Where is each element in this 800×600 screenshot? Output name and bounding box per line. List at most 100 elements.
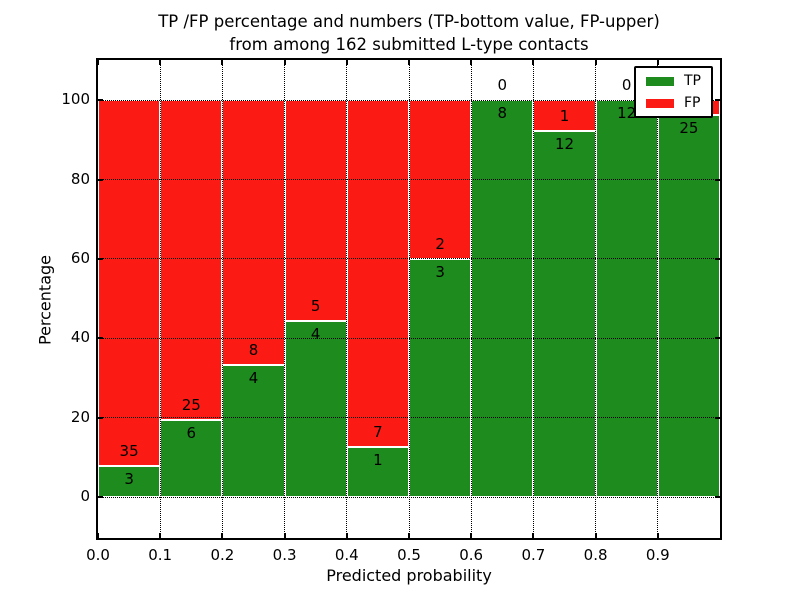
tp-count-label-3: 4 bbox=[310, 324, 321, 343]
tick-mark bbox=[715, 416, 720, 419]
tick-mark bbox=[656, 60, 659, 65]
fp-count-label-0: 35 bbox=[119, 441, 139, 460]
tick-mark bbox=[97, 60, 99, 65]
x-tick-label: 0.5 bbox=[397, 546, 421, 564]
bar-fp-segment-0 bbox=[98, 100, 161, 466]
y-tick-label: 100 bbox=[61, 90, 90, 109]
tick-mark bbox=[98, 257, 103, 260]
tick-mark bbox=[715, 496, 720, 499]
fp-count-label-3: 5 bbox=[310, 296, 321, 315]
legend-swatch-tp bbox=[646, 76, 674, 86]
bar-tp-segment-7 bbox=[533, 130, 596, 498]
grid-line-x bbox=[532, 60, 534, 538]
tp-count-label-0: 3 bbox=[124, 469, 134, 488]
tick-mark bbox=[715, 337, 720, 340]
legend-entry-fp: FP bbox=[646, 96, 701, 110]
x-tick-label: 0.7 bbox=[521, 546, 546, 564]
x-tick-label: 0.6 bbox=[459, 546, 484, 564]
tick-mark bbox=[283, 60, 286, 65]
fp-count-label-4: 7 bbox=[373, 423, 383, 442]
tick-mark bbox=[98, 496, 103, 499]
legend-swatch-fp bbox=[646, 98, 674, 108]
bar-fp-segment-2 bbox=[222, 100, 285, 365]
grid-line-x bbox=[657, 60, 659, 538]
tick-mark bbox=[470, 60, 473, 65]
chart-title-line2: from among 162 submitted L-type contacts bbox=[229, 35, 589, 54]
bar-tp-segment-2 bbox=[222, 364, 285, 498]
x-axis-label: Predicted probability bbox=[326, 566, 492, 585]
chart-title: TP /FP percentage and numbers (TP-bottom… bbox=[96, 10, 722, 56]
bar-fp-segment-3 bbox=[284, 100, 347, 321]
x-tick-label: 0.2 bbox=[210, 546, 235, 564]
tick-mark bbox=[532, 533, 535, 538]
tp-count-label-5: 3 bbox=[435, 262, 445, 281]
tick-mark bbox=[408, 60, 410, 65]
bar-tp-segment-9 bbox=[657, 115, 720, 498]
fp-count-label-6: 0 bbox=[497, 76, 508, 95]
y-tick-label: 60 bbox=[70, 248, 90, 267]
legend-label-fp: FP bbox=[684, 95, 701, 111]
tick-mark bbox=[715, 257, 720, 260]
tick-mark bbox=[283, 533, 286, 538]
y-tick-label: 80 bbox=[70, 169, 90, 188]
bar-fp-segment-1 bbox=[160, 100, 223, 421]
tick-mark bbox=[159, 60, 162, 65]
grid-line-x bbox=[470, 60, 472, 538]
legend: TP FP bbox=[634, 66, 713, 118]
tick-mark bbox=[221, 533, 224, 538]
tick-mark bbox=[98, 99, 103, 102]
tp-count-label-2: 4 bbox=[248, 368, 259, 387]
x-tick-label: 0.0 bbox=[86, 546, 110, 564]
tick-mark bbox=[345, 533, 348, 538]
tick-mark bbox=[159, 533, 162, 538]
tick-mark bbox=[345, 60, 348, 65]
chart-title-line1: TP /FP percentage and numbers (TP-bottom… bbox=[158, 12, 660, 31]
bar-tp-segment-5 bbox=[409, 258, 472, 498]
tick-mark bbox=[656, 533, 659, 538]
tp-count-label-6: 8 bbox=[497, 104, 508, 123]
grid-line-x bbox=[346, 60, 348, 538]
y-tick-label: 20 bbox=[70, 407, 90, 426]
tp-count-label-7: 12 bbox=[554, 134, 575, 153]
x-tick-label: 0.9 bbox=[645, 546, 670, 564]
tp-count-label-1: 6 bbox=[186, 424, 197, 443]
tick-mark bbox=[98, 337, 103, 340]
x-tick-label: 0.1 bbox=[148, 546, 173, 564]
tick-mark bbox=[97, 533, 99, 538]
bar-tp-segment-6 bbox=[471, 100, 534, 498]
tick-mark bbox=[715, 178, 720, 181]
tick-mark bbox=[594, 533, 597, 538]
tick-mark bbox=[594, 60, 597, 65]
fp-count-label-1: 25 bbox=[181, 396, 201, 415]
bar-tp-segment-3 bbox=[284, 320, 347, 498]
x-tick-label: 0.8 bbox=[583, 546, 608, 564]
fp-count-label-5: 2 bbox=[435, 234, 445, 253]
y-tick-label: 40 bbox=[70, 328, 90, 347]
grid-line-x bbox=[595, 60, 597, 538]
grid-line-x bbox=[221, 60, 223, 538]
bar-tp-segment-8 bbox=[595, 100, 658, 498]
tick-mark bbox=[408, 533, 410, 538]
tick-mark bbox=[98, 416, 103, 419]
fp-count-label-8: 0 bbox=[621, 76, 632, 95]
legend-label-tp: TP bbox=[684, 73, 701, 89]
tick-mark bbox=[470, 533, 473, 538]
y-tick-label: 0 bbox=[80, 487, 90, 506]
bar-tp-segment-1 bbox=[160, 420, 223, 498]
bar-tp-segment-0 bbox=[98, 465, 161, 498]
plot-area: TP FP 3356254845173280121120251020406080… bbox=[61, 58, 722, 564]
tick-mark bbox=[715, 99, 720, 102]
fp-count-label-2: 8 bbox=[248, 340, 259, 359]
x-tick-label: 0.3 bbox=[272, 546, 297, 564]
x-tick-label: 0.4 bbox=[334, 546, 359, 564]
tp-count-label-9: 25 bbox=[679, 119, 699, 138]
bar-tp-segment-4 bbox=[346, 447, 409, 498]
grid-line-x bbox=[159, 60, 161, 538]
tp-count-label-4: 1 bbox=[373, 451, 383, 470]
legend-entry-tp: TP bbox=[646, 74, 701, 88]
tp-count-label-8: 12 bbox=[617, 104, 637, 123]
tick-mark bbox=[532, 60, 535, 65]
grid-line-x bbox=[408, 60, 410, 538]
bar-fp-segment-4 bbox=[346, 100, 409, 448]
